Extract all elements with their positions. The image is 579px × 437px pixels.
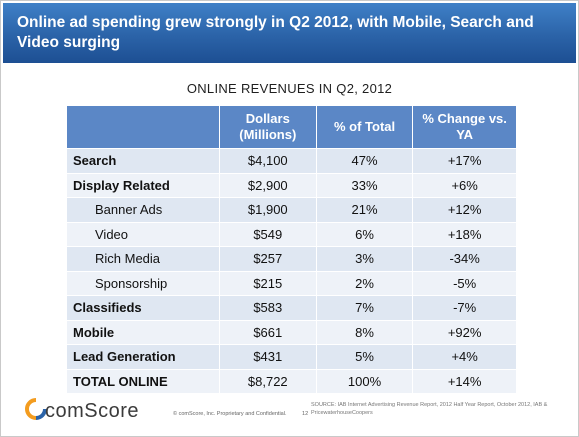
row-category: Mobile [66,319,220,345]
row-dollars: $431 [218,344,317,370]
title-banner: Online ad spending grew strongly in Q2 2… [3,3,576,63]
row-dollars: $215 [218,270,317,296]
page-number: 12 [302,411,309,417]
row-dollars: $583 [218,295,317,321]
row-dollars: $1,900 [218,197,317,223]
row-category: TOTAL ONLINE [66,368,220,394]
row-dollars: $661 [218,319,317,345]
row-dollars: $4,100 [218,148,317,174]
row-pct-total: 47% [315,148,414,174]
row-pct-total: 6% [315,221,414,247]
table-row: Display Related $2,900 33% +6% [66,172,517,198]
row-pct-change: +92% [412,319,517,345]
row-pct-total: 33% [315,172,414,198]
table-header-row: Dollars (Millions) % of Total % Change v… [66,105,517,149]
table-row: Banner Ads $1,900 21% +12% [66,197,517,223]
row-dollars: $257 [218,246,317,272]
row-pct-total: 5% [315,344,414,370]
row-pct-change: -34% [412,246,517,272]
table-row: Sponsorship $215 2% -5% [66,270,517,296]
table-row: TOTAL ONLINE $8,722 100% +14% [66,368,517,394]
row-category: Banner Ads [66,197,220,223]
header-category [66,105,220,149]
row-pct-change: +18% [412,221,517,247]
slide-title: Online ad spending grew strongly in Q2 2… [17,14,534,51]
row-category: Video [66,221,220,247]
confidential-note: © comScore, Inc. Proprietary and Confide… [173,411,308,417]
header-dollars: Dollars (Millions) [218,105,317,149]
row-pct-change: +14% [412,368,517,394]
row-dollars: $549 [218,221,317,247]
row-pct-change: +6% [412,172,517,198]
row-dollars: $8,722 [218,368,317,394]
table-row: Rich Media $257 3% -34% [66,246,517,272]
row-pct-change: +4% [412,344,517,370]
table-row: Classifieds $583 7% -7% [66,295,517,321]
row-pct-total: 8% [315,319,414,345]
row-pct-total: 21% [315,197,414,223]
row-category: Display Related [66,172,220,198]
row-pct-total: 100% [315,368,414,394]
row-pct-change: +12% [412,197,517,223]
confidential-text: © comScore, Inc. Proprietary and Confide… [173,411,287,417]
table-title: ONLINE REVENUES IN Q2, 2012 [186,81,393,96]
row-dollars: $2,900 [218,172,317,198]
row-pct-change: -5% [412,270,517,296]
table-row: Video $549 6% +18% [66,221,517,247]
table-row: Search $4,100 47% +17% [66,148,517,174]
table-row: Mobile $661 8% +92% [66,319,517,345]
comscore-logo-icon [25,398,47,420]
header-pct-change: % Change vs. YA [412,105,517,149]
table-body: Search $4,100 47% +17% Display Related $2,900… [66,148,517,394]
row-category: Lead Generation [66,344,220,370]
row-pct-change: +17% [412,148,517,174]
row-category: Classifieds [66,295,220,321]
row-pct-total: 3% [315,246,414,272]
comscore-logo-text: comScore [45,400,140,422]
row-category: Search [66,148,220,174]
row-category: Rich Media [66,246,220,272]
table-row: Lead Generation $431 5% +4% [66,344,517,370]
source-note: SOURCE: IAB Internet Advertising Revenue… [311,402,548,416]
row-pct-change: -7% [412,295,517,321]
row-category: Sponsorship [66,270,220,296]
row-pct-total: 2% [315,270,414,296]
header-pct-total: % of Total [315,105,414,149]
row-pct-total: 7% [315,295,414,321]
revenue-table: Dollars (Millions) % of Total % Change v… [66,105,517,394]
